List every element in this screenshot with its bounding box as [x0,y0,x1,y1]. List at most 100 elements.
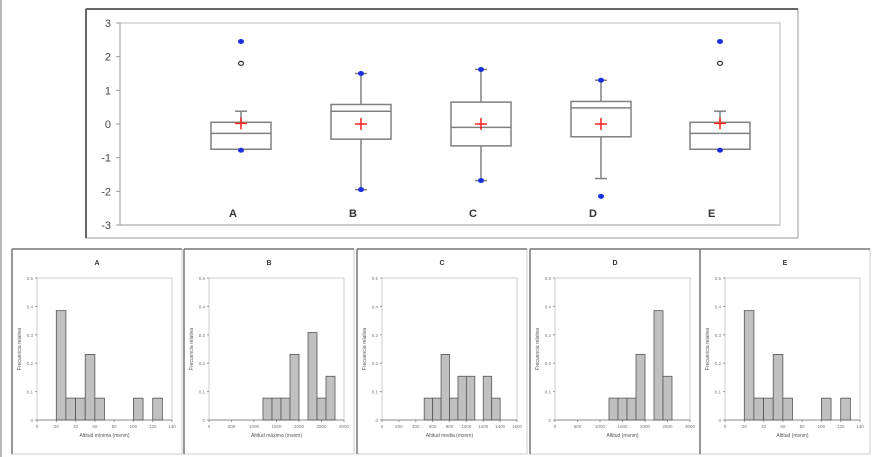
histogram-bar [152,397,163,421]
y-tick-label: 0.3 [27,333,34,338]
histogram-e: E 0 0.1 0.2 0.3 0.4 0.5 0 20 40 60 80 100 120 140 Altit… [699,248,871,455]
x-tick-label: 100 [818,424,826,429]
max-marker [478,66,484,72]
x-axis-label: Altitud (msnm) [776,433,809,439]
y-tick-label: 0.4 [545,304,552,309]
y-tick-label: 0.1 [199,390,206,395]
min-marker [598,193,604,199]
y-tick-label: 1 [105,85,111,97]
category-label: A [229,208,237,220]
x-tick-label: 60 [780,424,786,429]
x-tick-label: 1000 [249,424,260,429]
x-tick-label: 0 [724,424,727,429]
y-tick-label: 2 [105,52,111,64]
histogram-bar [617,397,628,421]
y-tick-label: 0.3 [372,333,379,338]
x-axis-label: Altitud (msnm) [606,433,639,439]
histogram-bar [423,397,434,421]
y-tick-label: 0.2 [27,361,34,366]
mean-marker [235,117,247,130]
histogram-bar [465,375,476,421]
histogram-title: C [439,260,444,267]
x-tick-label: 120 [149,424,157,429]
y-tick-label: 0.4 [27,304,34,309]
y-tick-label: 0.4 [372,304,379,309]
y-tick-label: 0.2 [545,361,552,366]
min-marker [717,147,723,153]
y-axis-label: Frecuencia relativa [705,328,711,370]
x-tick-label: 60 [92,424,98,429]
y-tick-label: 0.1 [715,390,722,395]
histogram-bar [608,397,619,421]
x-tick-label: 3000 [339,424,350,429]
histogram-bar [653,310,664,421]
max-marker [358,71,364,76]
x-tick-label: 140 [856,424,864,429]
x-tick-label: 2000 [294,424,305,429]
x-tick-label: 0 [36,424,39,429]
histogram-b: B 0 0.1 0.2 0.3 0.4 0.5 0 500 1000 1500 2000 2500 300… [183,248,355,455]
x-tick-label: 140 [168,424,176,429]
histogram-bar [94,397,105,421]
x-tick-label: 120 [837,424,845,429]
histogram-bar [280,397,291,421]
histogram-bar [753,397,764,421]
y-axis-label: Frecuencia relativa [189,328,195,370]
x-tick-label: 2500 [662,424,673,429]
x-tick-label: 20 [742,424,748,429]
histogram-bar [75,397,86,421]
y-tick-label: -2 [101,186,111,198]
y-tick-label: 0.3 [199,333,206,338]
y-tick-label: 0 [202,418,205,423]
y-axis-label: Frecuencia relativa [17,328,23,370]
x-tick-label: 40 [73,424,79,429]
outlier-marker [716,60,724,67]
histogram-title: B [266,260,271,267]
y-tick-label: 3 [105,18,111,30]
x-tick-label: 500 [574,424,582,429]
x-tick-label: 1400 [495,424,506,429]
histogram-bar [763,397,774,421]
histogram-bar [325,375,336,421]
max-marker [238,39,244,45]
boxplot-chart: 3 2 1 0 -1 -2 -3 A B C D E [85,8,799,239]
histogram-bar [482,375,493,421]
histogram-title: D [612,260,617,267]
y-tick-label: 0 [105,119,111,131]
x-tick-label: 1000 [461,424,472,429]
max-marker [598,77,604,83]
y-tick-label: 0.2 [372,361,379,366]
histogram-bar [449,397,459,421]
x-tick-label: 200 [395,424,403,429]
boxplot-panel [85,8,799,239]
x-tick-label: 600 [429,424,437,429]
y-axis-label: Frecuencia relativa [362,328,368,370]
category-label: B [349,208,357,220]
x-tick-label: 0 [554,424,557,429]
x-tick-label: 80 [800,424,806,429]
histogram-bar [307,332,318,421]
histogram-bar [432,397,442,421]
min-marker [238,147,244,153]
y-tick-label: 0.1 [27,390,34,395]
y-tick-label: 0.3 [545,333,552,338]
x-tick-label: 40 [761,424,767,429]
x-tick-label: 20 [54,424,60,429]
category-label: D [589,208,597,220]
histogram-bar [440,353,450,421]
y-tick-label: 0.3 [715,333,722,338]
histogram-d: D 0 0.1 0.2 0.3 0.4 0.5 0 500 1000 1500 2000 2500 300… [529,248,701,455]
histogram-bar [772,353,784,421]
category-label: C [469,208,477,220]
histogram-bar [133,397,144,421]
y-axis-label: Frecuencia relativa [535,328,541,370]
y-tick-label: 0.5 [27,276,34,281]
histogram-bar [289,353,300,421]
y-tick-label: 0.1 [372,390,379,395]
mean-marker [595,118,607,130]
category-label: E [708,208,715,220]
x-tick-label: 0 [381,424,384,429]
box [570,100,632,138]
histogram-bar [457,375,467,421]
